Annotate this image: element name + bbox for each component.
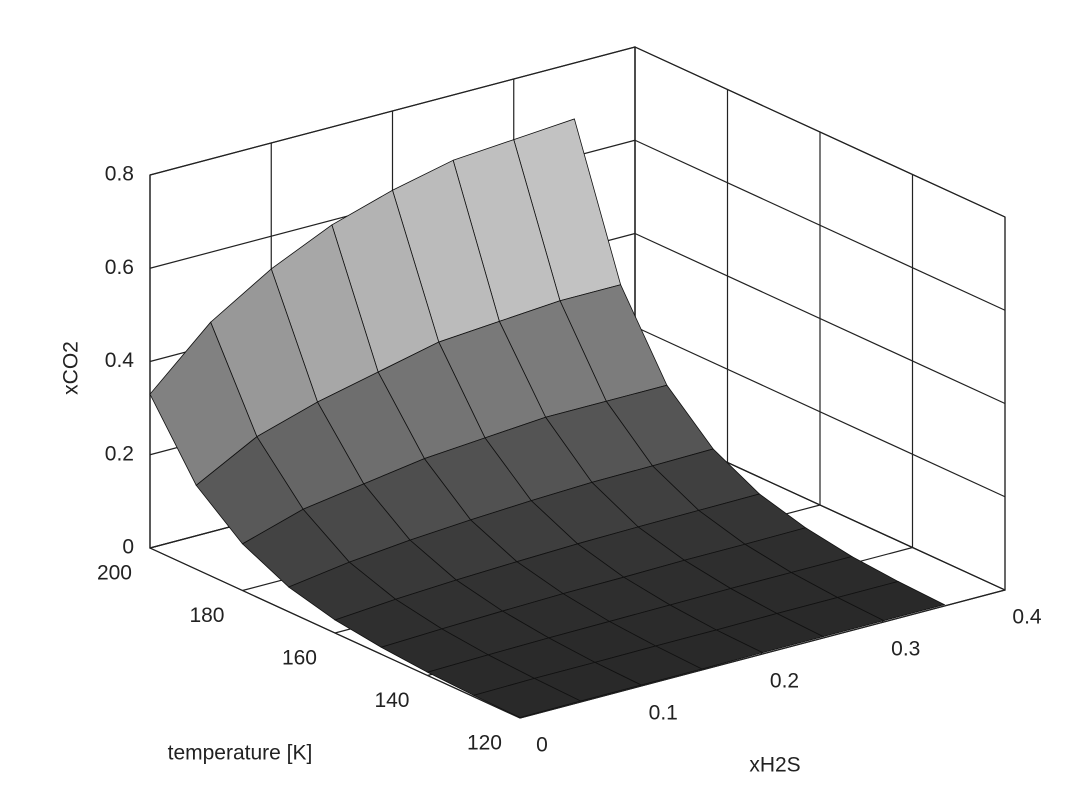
grid-line	[149, 46, 636, 176]
x-tick-label: 0.4	[1012, 606, 1042, 629]
z-tick-label: 0	[122, 536, 134, 559]
x-axis-label: xH2S	[749, 754, 800, 777]
y-axis-label: temperature [K]	[168, 742, 313, 765]
z-axis-label: xCO2	[60, 341, 83, 395]
surface-patch	[472, 677, 582, 718]
grid-line	[634, 326, 1006, 498]
x-tick-label: 0.2	[770, 670, 799, 693]
y-tick-label: 200	[97, 562, 132, 585]
y-tick-label: 160	[282, 647, 317, 670]
z-tick-label: 0.2	[105, 442, 134, 465]
y-tick-label: 180	[189, 604, 224, 627]
x-tick-label: 0.1	[649, 702, 678, 725]
z-tick-label: 0.8	[105, 163, 134, 186]
grid-line	[634, 232, 1006, 405]
z-tick-label: 0.4	[105, 349, 135, 372]
grid-line	[519, 589, 1006, 719]
y-tick-label: 120	[467, 732, 502, 755]
x-tick-label: 0.3	[891, 638, 920, 661]
y-tick-label: 140	[374, 689, 409, 712]
grid-line	[634, 139, 1006, 311]
z-tick-label: 0.6	[105, 256, 134, 279]
x-tick-label: 0	[536, 734, 548, 757]
grid-line	[634, 46, 1006, 218]
